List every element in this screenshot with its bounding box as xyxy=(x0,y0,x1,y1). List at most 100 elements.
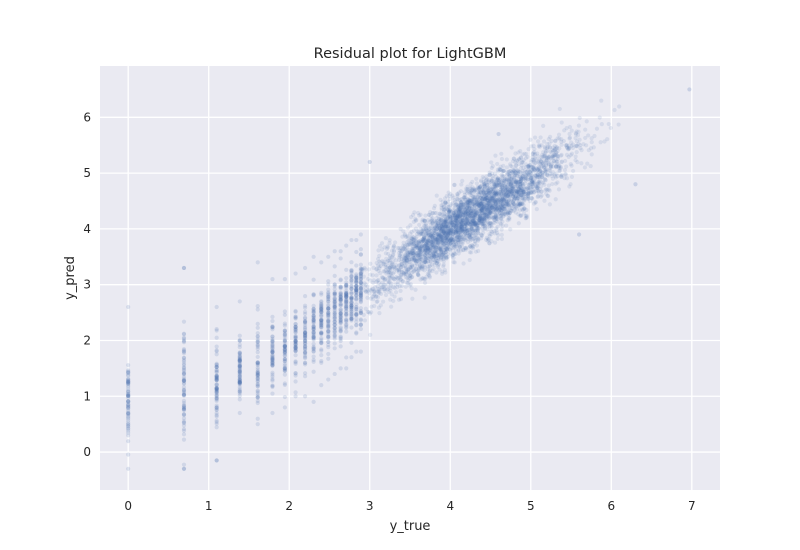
data-point xyxy=(496,191,501,197)
data-point xyxy=(126,392,131,397)
data-point xyxy=(181,336,187,341)
data-point xyxy=(354,284,359,289)
data-point xyxy=(354,306,359,312)
data-point xyxy=(460,178,465,183)
data-point xyxy=(344,300,349,305)
data-point xyxy=(411,244,416,249)
data-point xyxy=(282,328,287,333)
data-point xyxy=(319,341,324,346)
data-point xyxy=(214,390,219,395)
data-point xyxy=(326,306,331,311)
data-point xyxy=(293,325,298,330)
data-point xyxy=(332,314,337,319)
data-point xyxy=(440,203,445,208)
data-point xyxy=(319,339,324,344)
data-point xyxy=(538,159,544,164)
data-point xyxy=(181,405,187,410)
data-point xyxy=(319,290,324,295)
data-point xyxy=(463,217,469,222)
data-point xyxy=(398,274,403,279)
data-point xyxy=(448,192,453,197)
data-point xyxy=(579,148,584,153)
data-point xyxy=(237,379,242,384)
data-point xyxy=(255,307,260,312)
data-point xyxy=(533,135,538,140)
data-point xyxy=(430,221,435,226)
data-point xyxy=(338,326,343,331)
data-point xyxy=(332,293,337,298)
data-point xyxy=(349,286,354,292)
data-point xyxy=(326,299,331,304)
data-point xyxy=(214,387,219,392)
data-point xyxy=(319,317,324,322)
data-point xyxy=(446,231,452,236)
data-point xyxy=(302,394,308,399)
data-point xyxy=(450,229,455,234)
data-point xyxy=(214,396,219,401)
data-point xyxy=(319,312,324,317)
data-point xyxy=(544,187,549,192)
data-point xyxy=(311,320,316,326)
data-point xyxy=(468,189,473,194)
data-point xyxy=(567,131,572,137)
data-point xyxy=(542,198,547,203)
data-point xyxy=(270,352,275,358)
data-point xyxy=(344,325,349,331)
data-point xyxy=(293,309,298,314)
data-point xyxy=(500,202,505,207)
data-point xyxy=(237,376,242,381)
data-point xyxy=(311,317,316,322)
data-point xyxy=(126,404,131,409)
data-point xyxy=(302,319,308,324)
data-point xyxy=(237,351,242,357)
data-point xyxy=(126,433,131,438)
data-point xyxy=(181,371,187,376)
data-point xyxy=(552,159,557,164)
data-point xyxy=(349,274,354,279)
data-point xyxy=(502,203,507,209)
data-point xyxy=(326,287,331,292)
x-tick-label: 0 xyxy=(124,499,132,513)
data-point xyxy=(358,306,363,311)
data-point xyxy=(302,311,308,317)
data-point xyxy=(181,319,187,324)
data-point xyxy=(488,190,493,195)
data-point xyxy=(181,339,187,344)
data-point xyxy=(237,389,242,394)
data-point xyxy=(338,278,343,283)
x-tick-label: 6 xyxy=(607,499,615,513)
data-point xyxy=(436,214,441,219)
data-point xyxy=(354,289,359,294)
data-point xyxy=(237,353,242,358)
data-point xyxy=(181,347,187,352)
data-point xyxy=(349,309,354,314)
data-point xyxy=(338,294,343,299)
data-point xyxy=(237,370,242,375)
data-point xyxy=(326,282,331,287)
data-point xyxy=(434,245,439,250)
data-point xyxy=(237,377,242,382)
data-point xyxy=(282,359,287,364)
data-point xyxy=(214,352,219,357)
data-point xyxy=(369,304,374,309)
data-point xyxy=(489,221,494,226)
data-point xyxy=(319,302,324,307)
data-point xyxy=(474,235,479,240)
data-point xyxy=(214,389,219,395)
data-point xyxy=(255,400,260,406)
data-point xyxy=(470,199,475,205)
data-point xyxy=(515,196,520,201)
data-point xyxy=(430,242,435,247)
data-point xyxy=(384,260,389,265)
data-point xyxy=(568,153,573,158)
data-point xyxy=(389,276,394,281)
data-point xyxy=(374,266,379,271)
data-point xyxy=(428,267,433,272)
data-point xyxy=(293,329,298,335)
data-point xyxy=(332,291,337,296)
data-point xyxy=(526,163,531,169)
x-tick-label: 1 xyxy=(205,499,213,513)
data-point xyxy=(484,207,490,213)
data-point xyxy=(420,217,425,222)
data-point xyxy=(311,317,316,323)
